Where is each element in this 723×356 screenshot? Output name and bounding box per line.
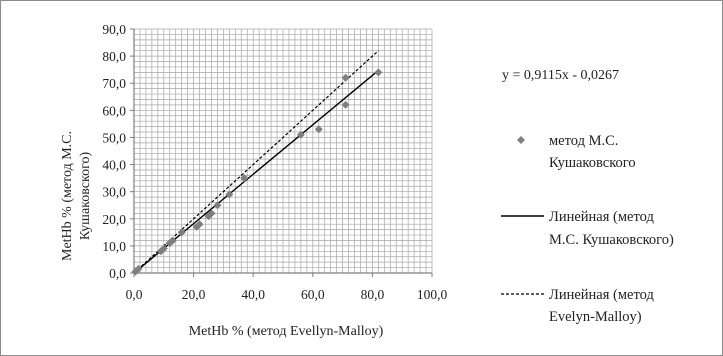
- data-point-diamond: [341, 73, 350, 82]
- y-tick-label: 60,0: [102, 103, 126, 118]
- data-point-diamond: [207, 209, 216, 218]
- legend-label-dashed-line-2: Evelyn-Malloy): [549, 309, 642, 325]
- y-tick-label: 50,0: [102, 130, 126, 145]
- x-axis-title: MetHb % (метод Evellyn-Malloy): [189, 324, 384, 339]
- data-point-diamond: [240, 174, 249, 183]
- trendline-equation: y = 0,9115x - 0,0267: [502, 68, 619, 83]
- y-tick-label: 80,0: [102, 49, 126, 64]
- legend-item-dashed-line: Линейная (метод Evelyn-Malloy): [501, 287, 654, 325]
- legend-diamond-marker: [517, 136, 525, 144]
- legend-label-solid-line-1: Линейная (метод: [549, 209, 654, 225]
- data-point-diamond: [195, 220, 204, 229]
- x-tick-label: 0,0: [126, 287, 143, 302]
- data-point-diamond: [225, 190, 234, 199]
- legend: метод М.С. Кушаковского Линейная (метод …: [501, 133, 674, 325]
- x-tick-label: 80,0: [361, 287, 385, 302]
- x-tick-label: 40,0: [241, 287, 265, 302]
- axes: [130, 28, 433, 277]
- y-axis-title: MetHb % (метод М.С. Кушаковского): [60, 131, 93, 261]
- legend-label-dashed-line-1: Линейная (метод: [549, 287, 654, 303]
- data-point-diamond: [134, 264, 143, 273]
- data-point-diamond: [374, 68, 383, 77]
- data-point-diamond: [168, 236, 177, 245]
- tick-labels: 0,0 10,0 20,0 30,0 40,0 50,0 60,0 70,0 80,0 90,0 0…: [102, 22, 447, 302]
- y-axis-title-line-2: Кушаковского): [78, 152, 93, 241]
- data-point-diamond: [213, 201, 222, 210]
- legend-label-scatter-line-2: Кушаковского: [549, 155, 636, 171]
- x-tick-label: 60,0: [301, 287, 325, 302]
- x-tick-label: 20,0: [182, 287, 206, 302]
- y-tick-label: 30,0: [102, 185, 126, 200]
- data-point-diamond: [296, 130, 305, 139]
- legend-label-solid-line-2: М.С. Кушаковского): [549, 232, 674, 248]
- data-points: [131, 68, 383, 276]
- data-point-diamond: [177, 228, 186, 237]
- y-tick-label: 40,0: [102, 158, 126, 173]
- y-tick-label: 70,0: [102, 76, 126, 91]
- data-point-diamond: [314, 125, 323, 134]
- y-tick-label: 90,0: [102, 22, 126, 37]
- legend-item-scatter: метод М.С. Кушаковского: [517, 133, 636, 171]
- y-tick-label: 0,0: [109, 266, 126, 281]
- x-tick-label: 100,0: [417, 287, 448, 302]
- trendline-dashed: [133, 50, 379, 274]
- y-tick-label: 10,0: [102, 239, 126, 254]
- data-point-diamond: [341, 100, 350, 109]
- y-axis-title-line-1: MetHb % (метод М.С.: [60, 131, 75, 261]
- legend-item-solid-line: Линейная (метод М.С. Кушаковского): [501, 209, 674, 248]
- y-tick-label: 20,0: [102, 212, 126, 227]
- legend-label-scatter-line-1: метод М.С.: [549, 133, 618, 149]
- data-point-diamond: [159, 244, 168, 253]
